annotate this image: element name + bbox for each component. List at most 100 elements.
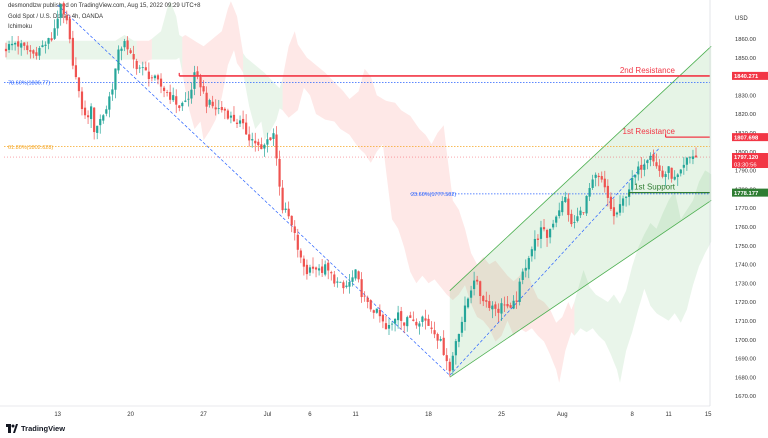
candle-body: [634, 174, 637, 178]
candle-body: [448, 361, 451, 372]
candle-body: [199, 77, 202, 88]
candle-body: [558, 210, 561, 217]
candle-body: [421, 316, 424, 322]
fib-trend-line-up: [449, 147, 660, 376]
candle-body: [342, 282, 345, 289]
cloud-segment: [182, 1, 244, 141]
x-tick-label: Aug: [557, 412, 568, 418]
cloud-segment: [151, 1, 183, 73]
candle-body: [351, 277, 354, 282]
candle-body: [552, 223, 555, 228]
candle-body: [658, 165, 661, 171]
candle-body: [220, 107, 223, 111]
candle-body: [631, 177, 634, 190]
cloud-segment: [6, 35, 137, 62]
candle-body: [397, 312, 400, 321]
tradingview-logo[interactable]: TradingView: [6, 424, 65, 433]
candle-body: [500, 303, 503, 314]
candle-body: [202, 86, 205, 92]
y-tick-label: 1850.00: [735, 56, 756, 62]
candle-body: [41, 45, 44, 48]
candle-body: [694, 155, 698, 158]
candle-body: [217, 108, 220, 109]
candle-body: [591, 179, 594, 188]
candle-body: [384, 323, 388, 330]
candle-body: [44, 44, 47, 46]
candle-body: [491, 305, 494, 310]
candle-body: [93, 107, 96, 133]
candle-body: [603, 178, 606, 188]
candle-body: [670, 167, 673, 179]
candle-body: [618, 204, 622, 213]
candle-body: [378, 309, 381, 317]
candle-body: [117, 49, 120, 71]
candle-body: [226, 110, 229, 119]
candle-body: [232, 114, 236, 122]
candle-body: [62, 3, 65, 15]
x-tick-label: 27: [200, 412, 207, 418]
candle-body: [153, 75, 157, 79]
cloud-segment: [282, 31, 575, 383]
candle-body: [299, 250, 302, 258]
candle-body: [20, 43, 23, 48]
candle-body: [287, 208, 290, 217]
price-tag-label: 1840.271: [734, 74, 759, 80]
candle-body: [138, 67, 141, 69]
candle-body: [147, 71, 150, 80]
candle-body: [32, 50, 35, 54]
candle-body: [469, 290, 473, 298]
candle-body: [108, 96, 111, 110]
y-tick-label: 1750.00: [735, 244, 756, 250]
fib-level-label: 61.80%(1802.628): [8, 145, 53, 151]
candle-body: [80, 91, 84, 110]
candle-body: [460, 321, 464, 333]
level-label: 2nd Resistance: [620, 66, 676, 75]
y-tick-label: 1800.00: [735, 150, 756, 156]
channel-upper-line: [449, 46, 712, 292]
fib-level-label: 78.60%(1836.77): [8, 81, 50, 87]
candle-body: [545, 229, 549, 238]
candle-body: [29, 50, 32, 52]
candle-body: [214, 107, 217, 110]
candle-body: [86, 115, 90, 118]
candle-body: [238, 120, 242, 124]
candle-body: [390, 323, 394, 325]
candle-body: [59, 4, 62, 18]
candle-body: [640, 164, 643, 170]
candle-body: [406, 317, 409, 327]
candle-body: [521, 271, 524, 280]
cloud-segment: [136, 38, 152, 66]
candle-body: [476, 279, 479, 282]
candle-body: [336, 281, 339, 283]
candle-body: [275, 134, 278, 159]
candle-body: [503, 304, 506, 306]
candle-body: [652, 154, 655, 162]
price-tag-bg: [732, 133, 768, 142]
y-tick-label: 1690.00: [735, 357, 756, 363]
candle-body: [68, 18, 71, 40]
candle-body: [296, 234, 299, 250]
candle-body: [235, 122, 239, 125]
price-axis: USD 1670.00 1680.00 1690.00 1700.00 1710.00 17…: [709, 0, 768, 406]
candle-body: [387, 324, 391, 329]
candle-body: [126, 40, 129, 50]
candle-body: [506, 304, 509, 307]
x-tick-label: 18: [425, 412, 432, 418]
candle-body: [178, 105, 181, 108]
candle-body: [494, 304, 497, 309]
candle-body: [573, 222, 576, 223]
candle-body: [96, 125, 99, 133]
candle-body: [372, 310, 375, 313]
candle-body: [23, 42, 26, 46]
candle-body: [412, 319, 415, 321]
candle-body: [77, 77, 81, 92]
publisher-line: desmondlzw published on TradingView.com,…: [8, 3, 201, 9]
candle-body: [169, 92, 172, 100]
candle-body: [4, 48, 8, 52]
y-tick-label: 1830.00: [735, 93, 756, 99]
cloud-segment: [243, 53, 283, 141]
candle-body: [649, 155, 652, 160]
candle-body: [324, 264, 327, 275]
candle-body: [594, 174, 597, 178]
